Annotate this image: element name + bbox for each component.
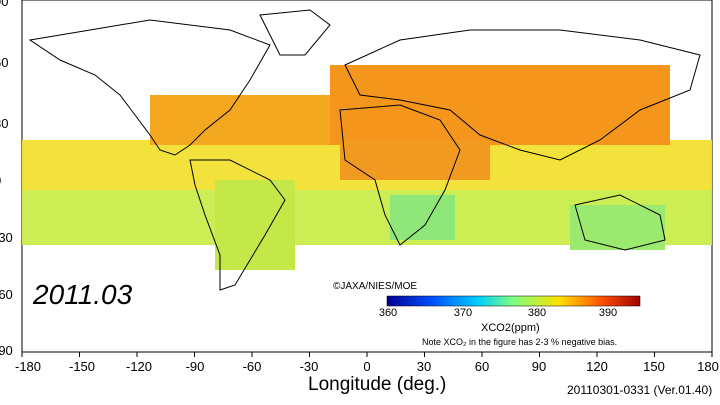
- africa-coast: [339, 104, 461, 246]
- ytick-neg60: -60: [0, 287, 13, 302]
- xtick-120: 120: [586, 359, 608, 374]
- xtick-neg120: -120: [125, 359, 153, 374]
- x-axis-ticks: [21, 352, 713, 357]
- greenland-coast: [259, 9, 331, 56]
- southern-africa-band: [390, 195, 455, 240]
- eurasia-band: [330, 65, 670, 145]
- xtick-neg60: -60: [242, 359, 262, 374]
- month-label: 2011.03: [33, 279, 133, 310]
- colorbar-tick-360: 360: [378, 307, 398, 319]
- colorbar-tick-380: 380: [527, 307, 547, 319]
- ytick-60: 60: [0, 55, 9, 70]
- australia-band: [570, 205, 665, 250]
- ytick-90: 90: [0, 0, 9, 9]
- australia-coast: [574, 194, 666, 251]
- x-axis-label: Longitude (deg.): [308, 374, 447, 395]
- south-america-band: [215, 180, 295, 270]
- xtick-neg150: -150: [68, 359, 96, 374]
- xtick-180: 180: [697, 359, 719, 374]
- colorbar-tick-390: 390: [598, 307, 618, 319]
- africa-band: [340, 140, 490, 180]
- ytick-neg90: -90: [0, 343, 13, 358]
- colorbar: [386, 295, 641, 307]
- xtick-90: 90: [531, 359, 547, 374]
- xco2-data-layer: [22, 65, 712, 270]
- ytick-30: 30: [0, 116, 9, 131]
- ytick-neg30: -30: [0, 230, 13, 245]
- xtick-neg30: -30: [299, 359, 319, 374]
- copyright-label: ©JAXA/NIES/MOE: [333, 281, 418, 292]
- xtick-150: 150: [643, 359, 665, 374]
- coastlines: [28, 9, 701, 291]
- colorbar-note: Note XCO₂ in the figure has 2-3 % negati…: [422, 337, 618, 347]
- ytick-0: 0: [0, 173, 1, 188]
- north-america-coast: [28, 19, 271, 156]
- xtick-0: 0: [363, 359, 371, 374]
- colorbar-tick-370: 370: [453, 307, 473, 319]
- xtick-neg180: -180: [14, 359, 42, 374]
- south-america-coast: [189, 159, 286, 291]
- colorbar-label: XCO2(ppm): [481, 322, 540, 334]
- xtick-neg90: -90: [185, 359, 205, 374]
- xtick-30: 30: [416, 359, 432, 374]
- xtick-60: 60: [474, 359, 490, 374]
- version-label: 20110301-0331 (Ver.01.40): [567, 383, 713, 397]
- eurasia-coast: [344, 29, 701, 161]
